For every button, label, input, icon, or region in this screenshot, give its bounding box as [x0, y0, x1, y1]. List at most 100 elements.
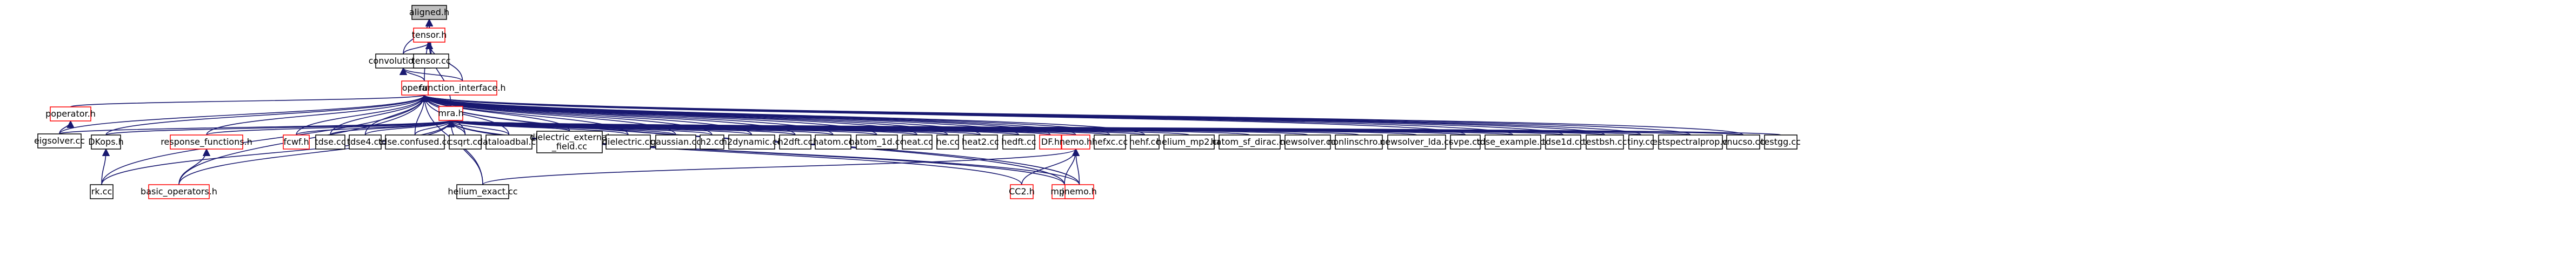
node-newsolver-lda-cc[interactable]: newsolver_lda.cc — [1380, 134, 1454, 150]
node-box — [315, 134, 345, 150]
node-tensor-cc[interactable]: tensor.cc — [411, 53, 451, 69]
node-label: poperator.h — [45, 109, 96, 119]
node-function-interface-h[interactable]: function_interface.h — [420, 80, 506, 96]
node-tdse1d-cc[interactable]: tdse1d.cc — [1542, 134, 1585, 150]
node-h2dynamic-cc[interactable]: h2dynamic.cc — [722, 134, 782, 150]
node-dielectric-cc[interactable]: dielectric.cc — [602, 134, 654, 150]
node-box — [1450, 134, 1481, 150]
edge-jnemo_h-to-nemo_h — [1071, 148, 1080, 185]
node-box — [1284, 134, 1331, 150]
node-box — [283, 134, 310, 150]
node-helium-exact-cc[interactable]: helium_exact.cc — [448, 184, 518, 199]
node-hatom-1d-cc[interactable]: hatom_1d.cc — [849, 134, 905, 150]
node-hatom-sf-dirac-cc[interactable]: hatom_sf_dirac.cc — [1210, 134, 1289, 150]
node-box — [385, 134, 445, 150]
node-label: newsolver_lda.cc — [1380, 137, 1454, 147]
node-box — [428, 80, 497, 96]
node-vnucso-cc[interactable]: vnucso.cc — [1722, 134, 1765, 150]
node-box — [1586, 134, 1624, 150]
node-jnemo-h[interactable]: jnemo.h — [1061, 184, 1097, 199]
node-label: hedft.cc — [1001, 137, 1036, 147]
node-box — [438, 106, 463, 121]
node-label: helium_exact.cc — [448, 186, 517, 197]
node-box — [536, 131, 603, 153]
node-cc2-h[interactable]: CC2.h — [1009, 184, 1035, 199]
node-box — [1094, 134, 1126, 150]
node-box — [485, 134, 532, 150]
node-testbsh-cc[interactable]: testbsh.cc — [1582, 134, 1627, 150]
node-hefxc-cc[interactable]: hefxc.cc — [1092, 134, 1128, 150]
node-heat2-cc[interactable]: heat2.cc — [962, 134, 999, 150]
node-hedft-cc[interactable]: hedft.cc — [1001, 134, 1036, 150]
node-eigsolver-cc[interactable]: eigsolver.cc — [34, 133, 85, 148]
edge-jnemo_h-to-mra_h — [447, 119, 1080, 185]
node-testgg-cc[interactable]: testgg.cc — [1761, 134, 1801, 150]
node-label: tdse.confused.cc — [378, 137, 451, 147]
node-mra-h[interactable]: mra.h — [438, 106, 464, 121]
node-label: tdse.cc — [315, 137, 345, 147]
node-fcwf-h[interactable]: fcwf.h — [283, 134, 310, 150]
edge-rk_cc-to-operator_h — [101, 94, 429, 185]
node-tiny-cc[interactable]: tiny.cc — [1627, 134, 1655, 150]
node-label: csqrt.cc — [448, 137, 482, 147]
node-label: nemo.h — [1060, 137, 1092, 147]
node-rk-cc[interactable]: rk.cc — [90, 184, 114, 199]
node-nemo-h[interactable]: nemo.h — [1060, 134, 1092, 150]
node-box — [1163, 134, 1215, 150]
edge-basic_operators_h-to-mra_h — [178, 119, 455, 185]
node-dataloadbal-cc[interactable]: dataloadbal.cc — [477, 134, 541, 150]
node-box — [456, 184, 509, 199]
edge-vnucso_cc-to-operator_h — [421, 94, 1744, 136]
node-label: helium_mp2.cc — [1156, 137, 1222, 147]
node-label: hatom_1d.cc — [849, 137, 905, 147]
node-hatom-cc[interactable]: hatom.cc — [813, 134, 853, 150]
node-box — [856, 134, 898, 150]
node-label: h2dynamic.cc — [722, 137, 782, 147]
edge-eigsolver_cc-to-poperator_h — [59, 120, 75, 134]
node-dkops-h[interactable]: DKops.h — [88, 134, 124, 150]
node-df-h[interactable]: DF.h — [1039, 134, 1062, 150]
node-label: dataloadbal.cc — [477, 137, 541, 147]
node-testspectralprop-cc[interactable]: testspectralprop.cc — [1649, 134, 1732, 150]
node-tdse-example-cc[interactable]: tdse_example.cc — [1476, 134, 1549, 150]
node-svpe-cc[interactable]: svpe.cc — [1449, 134, 1482, 150]
node-hehf-cc[interactable]: hehf.cc — [1129, 134, 1160, 150]
node-label: rk.cc — [91, 186, 112, 197]
node-tdse4-cc[interactable]: tdse4.cc — [347, 134, 383, 150]
node-csqrt-cc[interactable]: csqrt.cc — [448, 134, 482, 150]
node-response-functions-h[interactable]: response_functions.h — [161, 134, 252, 150]
node-box — [1764, 134, 1798, 150]
node-helium-mp2-cc[interactable]: helium_mp2.cc — [1156, 134, 1222, 150]
node-box — [936, 134, 959, 150]
edge-cc2_h-to-nemo_h — [1021, 148, 1080, 185]
node-label: DKops.h — [88, 137, 124, 147]
node-he-cc[interactable]: he.cc — [936, 134, 960, 150]
node-tensor-h[interactable]: tensor.h — [412, 28, 447, 43]
edges-layer — [59, 18, 1781, 185]
node-h2-cc[interactable]: h2.cc — [700, 134, 724, 150]
node-label: testspectralprop.cc — [1649, 137, 1732, 147]
node-label: CC2.h — [1009, 186, 1035, 197]
node-box — [90, 184, 114, 199]
node-label: hatom_sf_dirac.cc — [1210, 137, 1288, 147]
node-label: dielectric_external _field.cc — [530, 132, 609, 152]
node-label: fcwf.h — [283, 137, 309, 147]
node-basic-operators-h[interactable]: basic_operators.h — [141, 184, 217, 199]
edge-testgg_cc-to-mra_h — [448, 119, 1781, 136]
node-dielectric-external-field-cc[interactable]: dielectric_external _field.cc — [530, 131, 609, 153]
node-label: function_interface.h — [420, 83, 506, 93]
node-heat-cc[interactable]: heat.cc — [901, 134, 933, 150]
node-tdse-cc[interactable]: tdse.cc — [315, 134, 346, 150]
edge-response_functions_h-to-mra_h — [206, 119, 455, 136]
node-nonlinschro-cc[interactable]: nonlinschro.cc — [1328, 134, 1390, 150]
node-gaussian-cc[interactable]: gaussian.cc — [650, 134, 701, 150]
edge-dkops_h-to-operator_h — [105, 94, 428, 136]
node-tdse-confused-cc[interactable]: tdse.confused.cc — [378, 134, 451, 150]
node-newsolver-cc[interactable]: newsolver.cc — [1280, 134, 1336, 150]
node-label: dielectric.cc — [602, 137, 654, 147]
node-poperator-h[interactable]: poperator.h — [45, 106, 96, 122]
node-label: tdse4.cc — [347, 137, 383, 147]
edge-helium_exact_cc-to-mra_h — [447, 119, 483, 185]
node-h2dft-cc[interactable]: h2dft.cc — [778, 134, 813, 150]
